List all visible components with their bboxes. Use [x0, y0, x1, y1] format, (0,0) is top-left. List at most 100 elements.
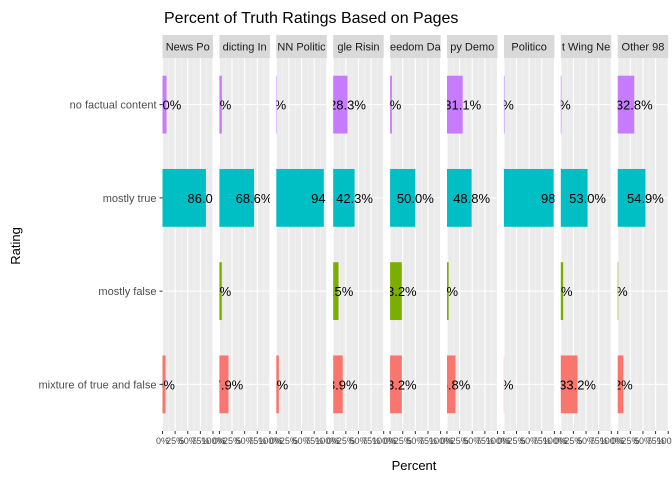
- data-label: 0.5%: [324, 284, 354, 299]
- x-tick-label: 75%: [590, 436, 608, 446]
- data-label: 6%: [383, 98, 402, 113]
- bar: [333, 355, 343, 414]
- x-tick-label: 25%: [280, 436, 298, 446]
- x-tick-label: 50%: [179, 436, 197, 446]
- data-label: 53.0%: [569, 191, 606, 206]
- facet-strip-label: Other 98: [622, 42, 665, 54]
- facet-panel: t Wing Ne1%53.0%7%33.2%0%25%50%75%100%: [552, 35, 623, 446]
- facet-strip: [219, 35, 270, 58]
- chart-title: Percent of Truth Ratings Based on Pages: [164, 10, 458, 27]
- facet-strip: [162, 35, 213, 58]
- bar: [276, 168, 324, 227]
- data-label: 48.8%: [453, 191, 490, 206]
- x-tick-label: 0%: [270, 436, 283, 446]
- bar: [560, 262, 564, 321]
- bar: [219, 262, 222, 321]
- facet-strip: [276, 35, 327, 58]
- data-label: 86.0%: [187, 191, 224, 206]
- x-tick-label: 50%: [293, 436, 311, 446]
- x-axis-title: Percent: [392, 458, 437, 473]
- facet-strip-label: dicting In: [223, 42, 267, 54]
- data-label: 50.0%: [397, 191, 434, 206]
- data-label: 8.9%: [328, 377, 358, 392]
- x-tick-label: 100%: [372, 436, 395, 446]
- facet-panel: dicting In9%68.6%7%7.9%0%25%50%75%100%: [212, 35, 281, 446]
- bar: [276, 355, 279, 414]
- x-tick-label: 75%: [305, 436, 323, 446]
- bar: [560, 355, 578, 414]
- facet-strip-label: NN Politic: [277, 42, 326, 54]
- bar: [617, 262, 619, 321]
- data-label: 94.1: [311, 191, 336, 206]
- x-tick-label: 75%: [533, 436, 551, 446]
- x-tick-label: 100%: [315, 436, 338, 446]
- bar: [162, 75, 167, 134]
- data-label: 31.1%: [444, 98, 481, 113]
- facet-panel: eedom Da6%50.0%3.2%3.2%0%25%50%75%100%: [383, 35, 452, 446]
- facet-strip-label: eedom Da: [390, 42, 442, 54]
- data-label: 33.2%: [559, 377, 596, 392]
- bar: [390, 75, 392, 134]
- data-label: 1%: [609, 284, 628, 299]
- bar: [617, 168, 646, 227]
- x-tick-label: 25%: [621, 436, 639, 446]
- data-label: 2%: [614, 377, 633, 392]
- x-tick-label: 25%: [223, 436, 241, 446]
- x-tick-label: 75%: [476, 436, 494, 446]
- x-tick-label: 50%: [349, 436, 367, 446]
- bar: [503, 168, 554, 227]
- x-tick-label: 50%: [577, 436, 595, 446]
- x-tick-label: 100%: [486, 436, 509, 446]
- bar: [503, 75, 505, 134]
- facet-strip-label: gle Risin: [337, 42, 379, 54]
- x-tick-label: 25%: [508, 436, 526, 446]
- data-label: 7%: [212, 284, 231, 299]
- y-tick-label: mixture of true and false: [38, 379, 156, 391]
- bar: [333, 75, 348, 134]
- x-tick-label: 75%: [362, 436, 380, 446]
- x-tick-label: 0%: [384, 436, 397, 446]
- data-label: 28.3%: [329, 98, 366, 113]
- data-label: 0%: [156, 377, 175, 392]
- bar: [617, 355, 624, 414]
- facet-strip-label: t Wing Ne: [562, 42, 610, 54]
- data-label: 1%: [552, 98, 571, 113]
- x-tick-label: 100%: [258, 436, 281, 446]
- data-label: 3.2%: [387, 377, 417, 392]
- data-label: 9%: [267, 98, 286, 113]
- bar: [447, 75, 463, 134]
- data-label: 9%: [212, 98, 231, 113]
- x-tick-label: 0%: [440, 436, 453, 446]
- data-label: 8.0%: [152, 98, 182, 113]
- data-label: 1%: [495, 98, 514, 113]
- x-tick-label: 75%: [191, 436, 209, 446]
- bar: [617, 75, 635, 134]
- x-tick-label: 0%: [611, 436, 624, 446]
- facet-strip-label: py Demo: [450, 42, 494, 54]
- bar: [219, 75, 222, 134]
- data-label: 54.9%: [627, 191, 664, 206]
- x-tick-label: 0%: [554, 436, 567, 446]
- facet-strip: [560, 35, 612, 58]
- data-label: 7.9%: [214, 377, 244, 392]
- x-tick-label: 25%: [451, 436, 469, 446]
- data-label: 32.8%: [616, 98, 653, 113]
- x-tick-label: 25%: [337, 436, 355, 446]
- x-tick-label: 0%: [213, 436, 226, 446]
- facet-panels: News Po8.0%86.0%0%0%25%50%75%100%dicting…: [152, 35, 672, 446]
- x-tick-label: 100%: [201, 436, 224, 446]
- x-tick-label: 100%: [429, 436, 452, 446]
- x-tick-label: 75%: [419, 436, 437, 446]
- x-tick-label: 0%: [156, 436, 169, 446]
- x-tick-label: 50%: [406, 436, 424, 446]
- facet-strip: [447, 35, 498, 58]
- x-tick-label: 25%: [564, 436, 582, 446]
- y-tick-label: no factual content: [70, 100, 157, 112]
- x-tick-label: 0%: [327, 436, 340, 446]
- x-tick-label: 25%: [394, 436, 412, 446]
- facet-strip: [503, 35, 555, 58]
